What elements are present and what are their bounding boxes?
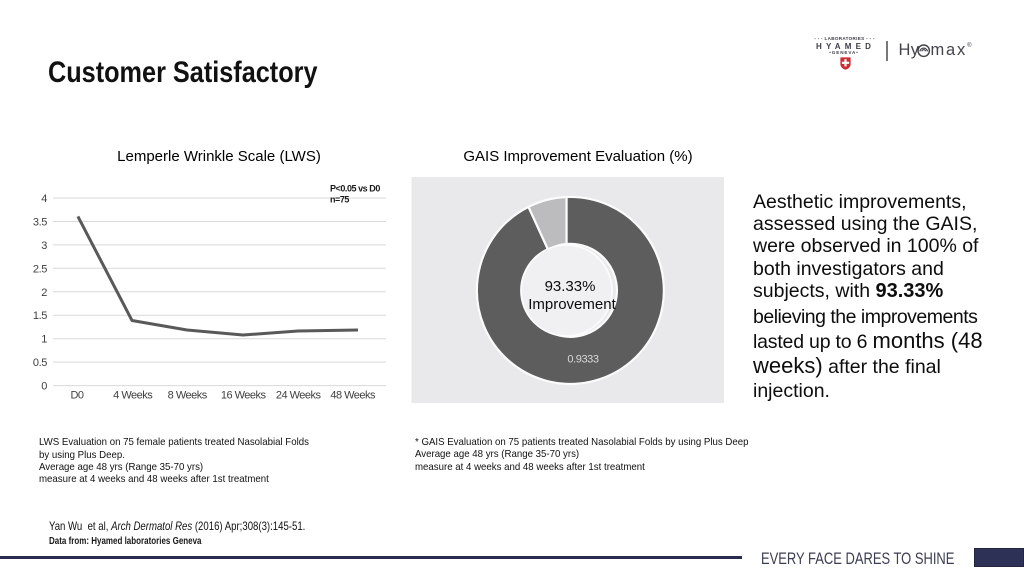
svg-text:3.5: 3.5 [33,217,47,229]
svg-text:3: 3 [41,240,47,252]
svg-text:P<0.05 vs D0: P<0.05 vs D0 [330,184,380,194]
svg-text:4: 4 [41,193,47,205]
svg-text:2.5: 2.5 [33,263,47,275]
svg-text:1.5: 1.5 [33,310,47,322]
svg-text:Lemperle Wrinkle Scale (LWS): Lemperle Wrinkle Scale (LWS) [117,148,321,165]
svg-text:GAIS Improvement Evaluation (%: GAIS Improvement Evaluation (%) [463,148,692,165]
svg-text:D0: D0 [70,389,83,401]
svg-text:0.9333: 0.9333 [567,354,599,366]
svg-text:16 Weeks: 16 Weeks [221,389,267,401]
svg-text:0.5: 0.5 [33,357,47,369]
svg-text:0: 0 [41,381,47,393]
svg-text:8 Weeks: 8 Weeks [168,389,208,401]
svg-text:48 Weeks: 48 Weeks [330,389,376,401]
svg-text:n=75: n=75 [330,195,349,205]
svg-text:1: 1 [41,334,47,346]
svg-text:24 Weeks: 24 Weeks [276,389,322,401]
svg-text:2: 2 [41,287,47,299]
svg-text:4 Weeks: 4 Weeks [113,389,153,401]
